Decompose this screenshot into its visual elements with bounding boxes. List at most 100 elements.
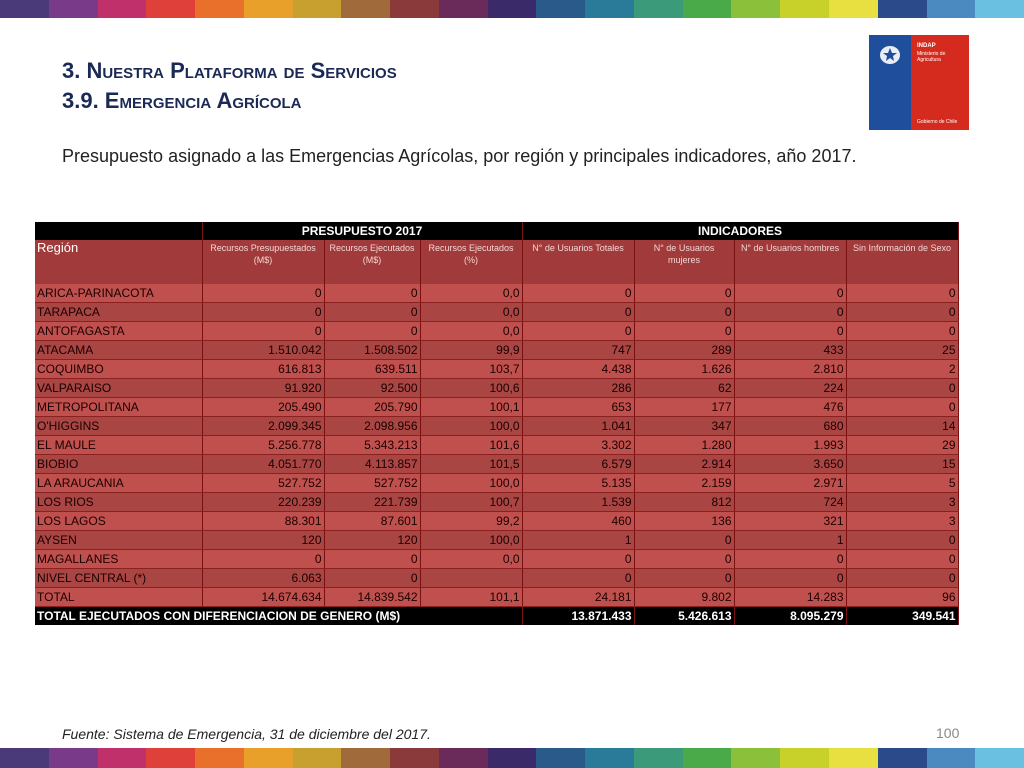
value-cell: 0 xyxy=(634,568,735,588)
value-cell: 29 xyxy=(846,435,959,455)
value-cell: 100,0 xyxy=(420,530,523,550)
column-header: Recursos Ejecutados (%) xyxy=(420,240,523,284)
value-cell: 136 xyxy=(634,511,735,531)
value-cell: 0 xyxy=(634,549,735,569)
region-name-cell: TOTAL xyxy=(35,587,203,607)
stripe-segment xyxy=(731,0,781,18)
table-row: METROPOLITANA 205.490 205.790 100,1 653 177 47… xyxy=(35,397,959,417)
value-cell: 3.650 xyxy=(734,454,847,474)
stripe-segment xyxy=(292,0,342,18)
value-cell: 99,2 xyxy=(420,511,523,531)
value-cell: 6.063 xyxy=(202,568,325,588)
stripe-segment xyxy=(146,0,196,18)
value-cell: 0 xyxy=(324,284,421,303)
column-header: N° de Usuarios mujeres xyxy=(634,240,735,284)
stripe-segment xyxy=(829,0,878,18)
column-header: Región xyxy=(35,240,203,284)
value-cell: 616.813 xyxy=(202,359,325,379)
value-cell: 0 xyxy=(522,321,635,341)
value-cell: 25 xyxy=(846,340,959,360)
gender-total-value: 5.426.613 xyxy=(634,606,735,625)
logo-brand: INDAP xyxy=(917,43,936,49)
value-cell: 3.302 xyxy=(522,435,635,455)
stripe-segment xyxy=(682,0,732,18)
value-cell: 205.790 xyxy=(324,397,421,417)
stripe-segment xyxy=(341,0,391,18)
value-cell: 321 xyxy=(734,511,847,531)
stripe-segment xyxy=(97,0,147,18)
indap-logo: INDAP Ministerio de Agricultura Gobierno… xyxy=(869,35,969,130)
stripe-segment xyxy=(780,0,830,18)
stripe-segment xyxy=(975,748,1024,768)
region-name-cell: AYSEN xyxy=(35,530,203,550)
chile-coat-of-arms-icon xyxy=(880,46,900,64)
value-cell: 0 xyxy=(846,284,959,303)
stripe-segment xyxy=(390,748,439,768)
value-cell: 0 xyxy=(734,321,847,341)
value-cell: 0 xyxy=(846,302,959,322)
title-line-2: 3.9. Emergencia Agrícola xyxy=(62,88,302,113)
value-cell: 120 xyxy=(202,530,325,550)
column-header: N° de Usuarios hombres xyxy=(734,240,847,284)
stripe-segment xyxy=(487,748,537,768)
value-cell: 0 xyxy=(634,302,735,322)
value-cell: 0 xyxy=(202,284,325,303)
value-cell: 0 xyxy=(522,284,635,303)
table-row: LOS LAGOS 88.301 87.601 99,2 460 136 321 3 xyxy=(35,511,959,531)
value-cell: 0 xyxy=(202,321,325,341)
value-cell: 0 xyxy=(846,378,959,398)
table-row: TOTAL 14.674.634 14.839.542 101,1 24.181 9.80… xyxy=(35,587,959,607)
value-cell: 2 xyxy=(846,359,959,379)
stripe-segment xyxy=(438,0,488,18)
value-cell: 120 xyxy=(324,530,421,550)
value-cell: 0 xyxy=(634,321,735,341)
value-cell: 1.280 xyxy=(634,435,735,455)
gender-total-value: 8.095.279 xyxy=(734,606,847,625)
region-name-cell: O'HIGGINS xyxy=(35,416,203,436)
stripe-segment xyxy=(926,748,976,768)
stripe-segment xyxy=(585,0,634,18)
stripe-segment xyxy=(195,748,244,768)
value-cell: 0 xyxy=(846,530,959,550)
gender-total-label: TOTAL EJECUTADOS CON DIFERENCIACION DE G… xyxy=(35,606,523,625)
value-cell: 347 xyxy=(634,416,735,436)
region-name-cell: ARICA-PARINACOTA xyxy=(35,284,203,303)
stripe-segment xyxy=(926,0,976,18)
value-cell: 0 xyxy=(634,530,735,550)
group-header-budget: PRESUPUESTO 2017 xyxy=(202,222,523,240)
value-cell: 91.920 xyxy=(202,378,325,398)
value-cell: 99,9 xyxy=(420,340,523,360)
stripe-segment xyxy=(243,0,293,18)
value-cell: 24.181 xyxy=(522,587,635,607)
gender-total-value: 349.541 xyxy=(846,606,959,625)
group-header-indicators: INDICADORES xyxy=(522,222,959,240)
value-cell: 2.159 xyxy=(634,473,735,493)
column-header: Sin Información de Sexo xyxy=(846,240,959,284)
stripe-segment xyxy=(829,748,878,768)
value-cell: 0,0 xyxy=(420,302,523,322)
value-cell: 286 xyxy=(522,378,635,398)
value-cell: 220.239 xyxy=(202,492,325,512)
value-cell: 224 xyxy=(734,378,847,398)
value-cell: 101,6 xyxy=(420,435,523,455)
stripe-segment xyxy=(633,748,683,768)
value-cell: 3 xyxy=(846,511,959,531)
value-cell: 0 xyxy=(324,549,421,569)
value-cell: 87.601 xyxy=(324,511,421,531)
value-cell: 2.810 xyxy=(734,359,847,379)
value-cell: 289 xyxy=(634,340,735,360)
region-name-cell: MAGALLANES xyxy=(35,549,203,569)
value-cell: 527.752 xyxy=(202,473,325,493)
stripe-segment xyxy=(633,0,683,18)
value-cell: 101,1 xyxy=(420,587,523,607)
value-cell: 0 xyxy=(734,549,847,569)
value-cell: 0 xyxy=(846,568,959,588)
stripe-segment xyxy=(780,748,830,768)
value-cell: 1.508.502 xyxy=(324,340,421,360)
table-row: VALPARAISO 91.920 92.500 100,6 286 62 224 0 xyxy=(35,378,959,398)
stripe-segment xyxy=(0,748,49,768)
value-cell: 0 xyxy=(846,397,959,417)
value-cell: 1 xyxy=(734,530,847,550)
value-cell: 1.510.042 xyxy=(202,340,325,360)
value-cell: 724 xyxy=(734,492,847,512)
